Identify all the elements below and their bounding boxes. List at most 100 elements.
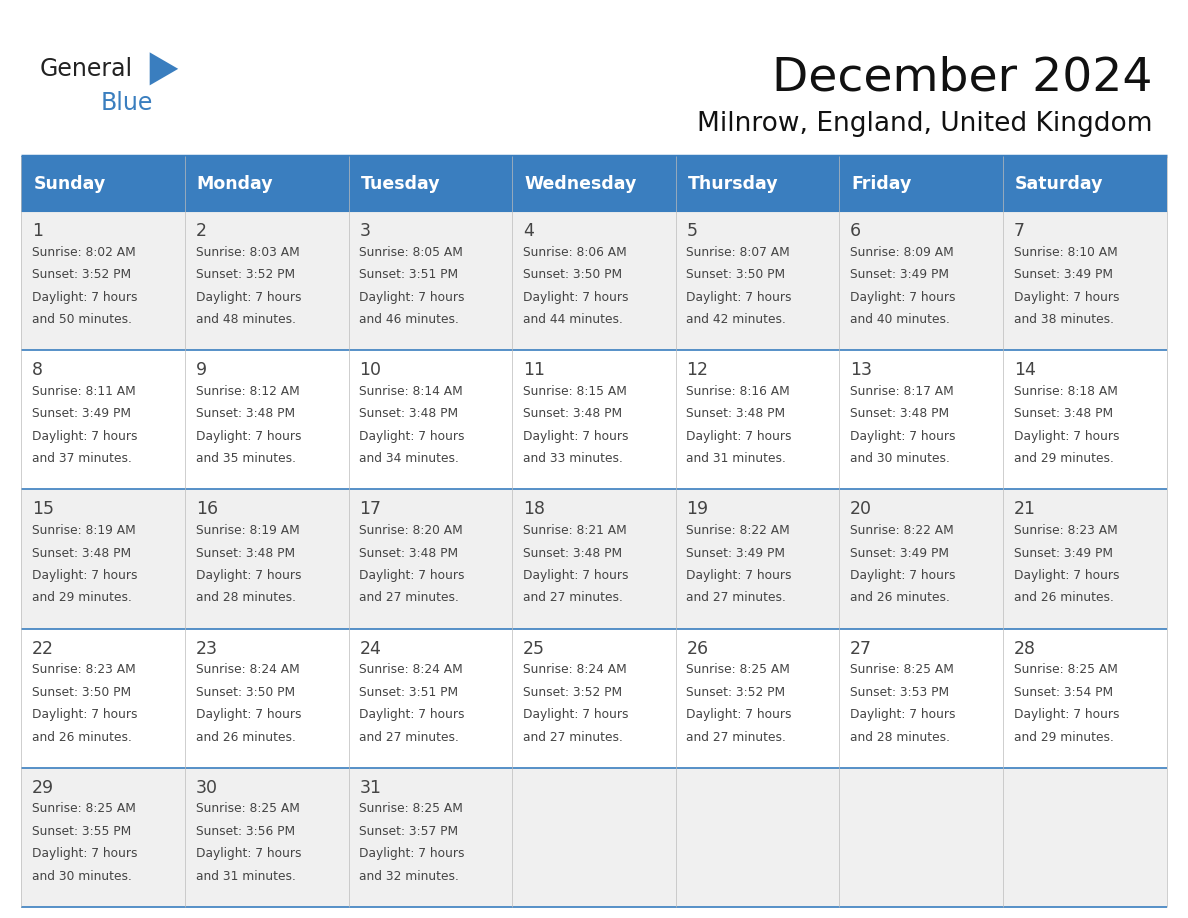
Text: 25: 25 bbox=[523, 640, 545, 657]
Text: Daylight: 7 hours: Daylight: 7 hours bbox=[851, 569, 955, 582]
Text: Sunrise: 8:16 AM: Sunrise: 8:16 AM bbox=[687, 385, 790, 397]
Bar bbox=[21, 156, 1167, 211]
Text: Sunrise: 8:14 AM: Sunrise: 8:14 AM bbox=[359, 385, 463, 397]
Text: 28: 28 bbox=[1013, 640, 1036, 657]
Text: Daylight: 7 hours: Daylight: 7 hours bbox=[359, 569, 465, 582]
Text: 22: 22 bbox=[32, 640, 55, 657]
Text: Daylight: 7 hours: Daylight: 7 hours bbox=[359, 708, 465, 722]
Text: Sunrise: 8:23 AM: Sunrise: 8:23 AM bbox=[32, 663, 135, 677]
Text: Sunset: 3:49 PM: Sunset: 3:49 PM bbox=[851, 546, 949, 559]
Polygon shape bbox=[150, 52, 178, 85]
Text: Sunrise: 8:25 AM: Sunrise: 8:25 AM bbox=[196, 802, 299, 815]
Text: 24: 24 bbox=[359, 640, 381, 657]
Text: and 30 minutes.: and 30 minutes. bbox=[32, 869, 132, 883]
Text: Sunset: 3:49 PM: Sunset: 3:49 PM bbox=[851, 268, 949, 281]
Text: Sunrise: 8:19 AM: Sunrise: 8:19 AM bbox=[196, 524, 299, 537]
Text: Wednesday: Wednesday bbox=[524, 174, 637, 193]
Text: 17: 17 bbox=[359, 500, 381, 519]
Text: Daylight: 7 hours: Daylight: 7 hours bbox=[32, 708, 138, 722]
Text: Sunrise: 8:25 AM: Sunrise: 8:25 AM bbox=[851, 663, 954, 677]
Text: General: General bbox=[39, 57, 132, 81]
Text: Sunset: 3:48 PM: Sunset: 3:48 PM bbox=[1013, 408, 1113, 420]
Text: Sunset: 3:49 PM: Sunset: 3:49 PM bbox=[1013, 546, 1113, 559]
Text: Daylight: 7 hours: Daylight: 7 hours bbox=[32, 430, 138, 442]
Text: and 27 minutes.: and 27 minutes. bbox=[523, 731, 623, 744]
Text: Sunrise: 8:09 AM: Sunrise: 8:09 AM bbox=[851, 246, 954, 259]
Text: Sunrise: 8:22 AM: Sunrise: 8:22 AM bbox=[687, 524, 790, 537]
Text: Sunset: 3:56 PM: Sunset: 3:56 PM bbox=[196, 825, 295, 838]
Text: 18: 18 bbox=[523, 500, 545, 519]
Text: Sunset: 3:48 PM: Sunset: 3:48 PM bbox=[523, 546, 623, 559]
Text: Sunset: 3:48 PM: Sunset: 3:48 PM bbox=[359, 408, 459, 420]
Text: 6: 6 bbox=[851, 222, 861, 241]
Text: Sunset: 3:48 PM: Sunset: 3:48 PM bbox=[196, 546, 295, 559]
Text: Daylight: 7 hours: Daylight: 7 hours bbox=[196, 708, 302, 722]
Text: Daylight: 7 hours: Daylight: 7 hours bbox=[523, 430, 628, 442]
Text: Daylight: 7 hours: Daylight: 7 hours bbox=[687, 291, 792, 304]
Text: Sunrise: 8:11 AM: Sunrise: 8:11 AM bbox=[32, 385, 135, 397]
Text: Daylight: 7 hours: Daylight: 7 hours bbox=[523, 708, 628, 722]
Text: 1: 1 bbox=[32, 222, 43, 241]
Text: Sunset: 3:49 PM: Sunset: 3:49 PM bbox=[32, 408, 131, 420]
Text: Sunset: 3:48 PM: Sunset: 3:48 PM bbox=[196, 408, 295, 420]
Text: 2: 2 bbox=[196, 222, 207, 241]
Text: Sunrise: 8:05 AM: Sunrise: 8:05 AM bbox=[359, 246, 463, 259]
Text: Sunset: 3:50 PM: Sunset: 3:50 PM bbox=[196, 686, 295, 699]
Text: 9: 9 bbox=[196, 362, 207, 379]
Text: Sunrise: 8:25 AM: Sunrise: 8:25 AM bbox=[359, 802, 463, 815]
Text: and 50 minutes.: and 50 minutes. bbox=[32, 313, 132, 326]
Text: Sunrise: 8:24 AM: Sunrise: 8:24 AM bbox=[523, 663, 626, 677]
Text: and 31 minutes.: and 31 minutes. bbox=[196, 869, 296, 883]
Text: Daylight: 7 hours: Daylight: 7 hours bbox=[851, 430, 955, 442]
Text: Daylight: 7 hours: Daylight: 7 hours bbox=[1013, 708, 1119, 722]
Text: 19: 19 bbox=[687, 500, 708, 519]
Text: 7: 7 bbox=[1013, 222, 1025, 241]
Text: and 27 minutes.: and 27 minutes. bbox=[687, 591, 786, 604]
Text: Monday: Monday bbox=[197, 174, 273, 193]
Text: 4: 4 bbox=[523, 222, 533, 241]
Text: and 30 minutes.: and 30 minutes. bbox=[851, 453, 950, 465]
Text: and 44 minutes.: and 44 minutes. bbox=[523, 313, 623, 326]
Text: Daylight: 7 hours: Daylight: 7 hours bbox=[1013, 569, 1119, 582]
Text: Sunrise: 8:20 AM: Sunrise: 8:20 AM bbox=[359, 524, 463, 537]
Text: December 2024: December 2024 bbox=[772, 55, 1152, 101]
Text: Sunset: 3:50 PM: Sunset: 3:50 PM bbox=[523, 268, 623, 281]
Text: Sunset: 3:57 PM: Sunset: 3:57 PM bbox=[359, 825, 459, 838]
Bar bbox=[21, 211, 1167, 351]
Text: Daylight: 7 hours: Daylight: 7 hours bbox=[851, 291, 955, 304]
Text: and 27 minutes.: and 27 minutes. bbox=[359, 591, 459, 604]
Text: Sunset: 3:51 PM: Sunset: 3:51 PM bbox=[359, 268, 459, 281]
Text: Daylight: 7 hours: Daylight: 7 hours bbox=[687, 569, 792, 582]
Bar bbox=[21, 351, 1167, 489]
Text: Sunrise: 8:24 AM: Sunrise: 8:24 AM bbox=[359, 663, 463, 677]
Text: and 35 minutes.: and 35 minutes. bbox=[196, 453, 296, 465]
Text: Sunset: 3:48 PM: Sunset: 3:48 PM bbox=[523, 408, 623, 420]
Text: 3: 3 bbox=[359, 222, 371, 241]
Text: Daylight: 7 hours: Daylight: 7 hours bbox=[359, 430, 465, 442]
Text: 13: 13 bbox=[851, 362, 872, 379]
Text: Saturday: Saturday bbox=[1015, 174, 1104, 193]
Text: Sunset: 3:48 PM: Sunset: 3:48 PM bbox=[687, 408, 785, 420]
Text: Sunrise: 8:12 AM: Sunrise: 8:12 AM bbox=[196, 385, 299, 397]
Text: Sunrise: 8:17 AM: Sunrise: 8:17 AM bbox=[851, 385, 954, 397]
Text: Milnrow, England, United Kingdom: Milnrow, England, United Kingdom bbox=[697, 111, 1152, 137]
Text: and 29 minutes.: and 29 minutes. bbox=[1013, 453, 1113, 465]
Text: Sunrise: 8:25 AM: Sunrise: 8:25 AM bbox=[1013, 663, 1118, 677]
Text: Daylight: 7 hours: Daylight: 7 hours bbox=[196, 847, 302, 860]
Text: and 28 minutes.: and 28 minutes. bbox=[851, 731, 950, 744]
Text: and 26 minutes.: and 26 minutes. bbox=[32, 731, 132, 744]
Text: Sunrise: 8:03 AM: Sunrise: 8:03 AM bbox=[196, 246, 299, 259]
Text: Sunset: 3:48 PM: Sunset: 3:48 PM bbox=[851, 408, 949, 420]
Text: and 29 minutes.: and 29 minutes. bbox=[1013, 731, 1113, 744]
Text: 14: 14 bbox=[1013, 362, 1036, 379]
Text: Sunrise: 8:07 AM: Sunrise: 8:07 AM bbox=[687, 246, 790, 259]
Text: and 27 minutes.: and 27 minutes. bbox=[359, 731, 459, 744]
Text: Sunset: 3:52 PM: Sunset: 3:52 PM bbox=[32, 268, 131, 281]
Text: 15: 15 bbox=[32, 500, 55, 519]
Text: Daylight: 7 hours: Daylight: 7 hours bbox=[196, 569, 302, 582]
Text: Sunrise: 8:24 AM: Sunrise: 8:24 AM bbox=[196, 663, 299, 677]
Text: Sunset: 3:49 PM: Sunset: 3:49 PM bbox=[687, 546, 785, 559]
Text: Sunrise: 8:25 AM: Sunrise: 8:25 AM bbox=[687, 663, 790, 677]
Text: Sunset: 3:48 PM: Sunset: 3:48 PM bbox=[359, 546, 459, 559]
Text: Daylight: 7 hours: Daylight: 7 hours bbox=[32, 847, 138, 860]
